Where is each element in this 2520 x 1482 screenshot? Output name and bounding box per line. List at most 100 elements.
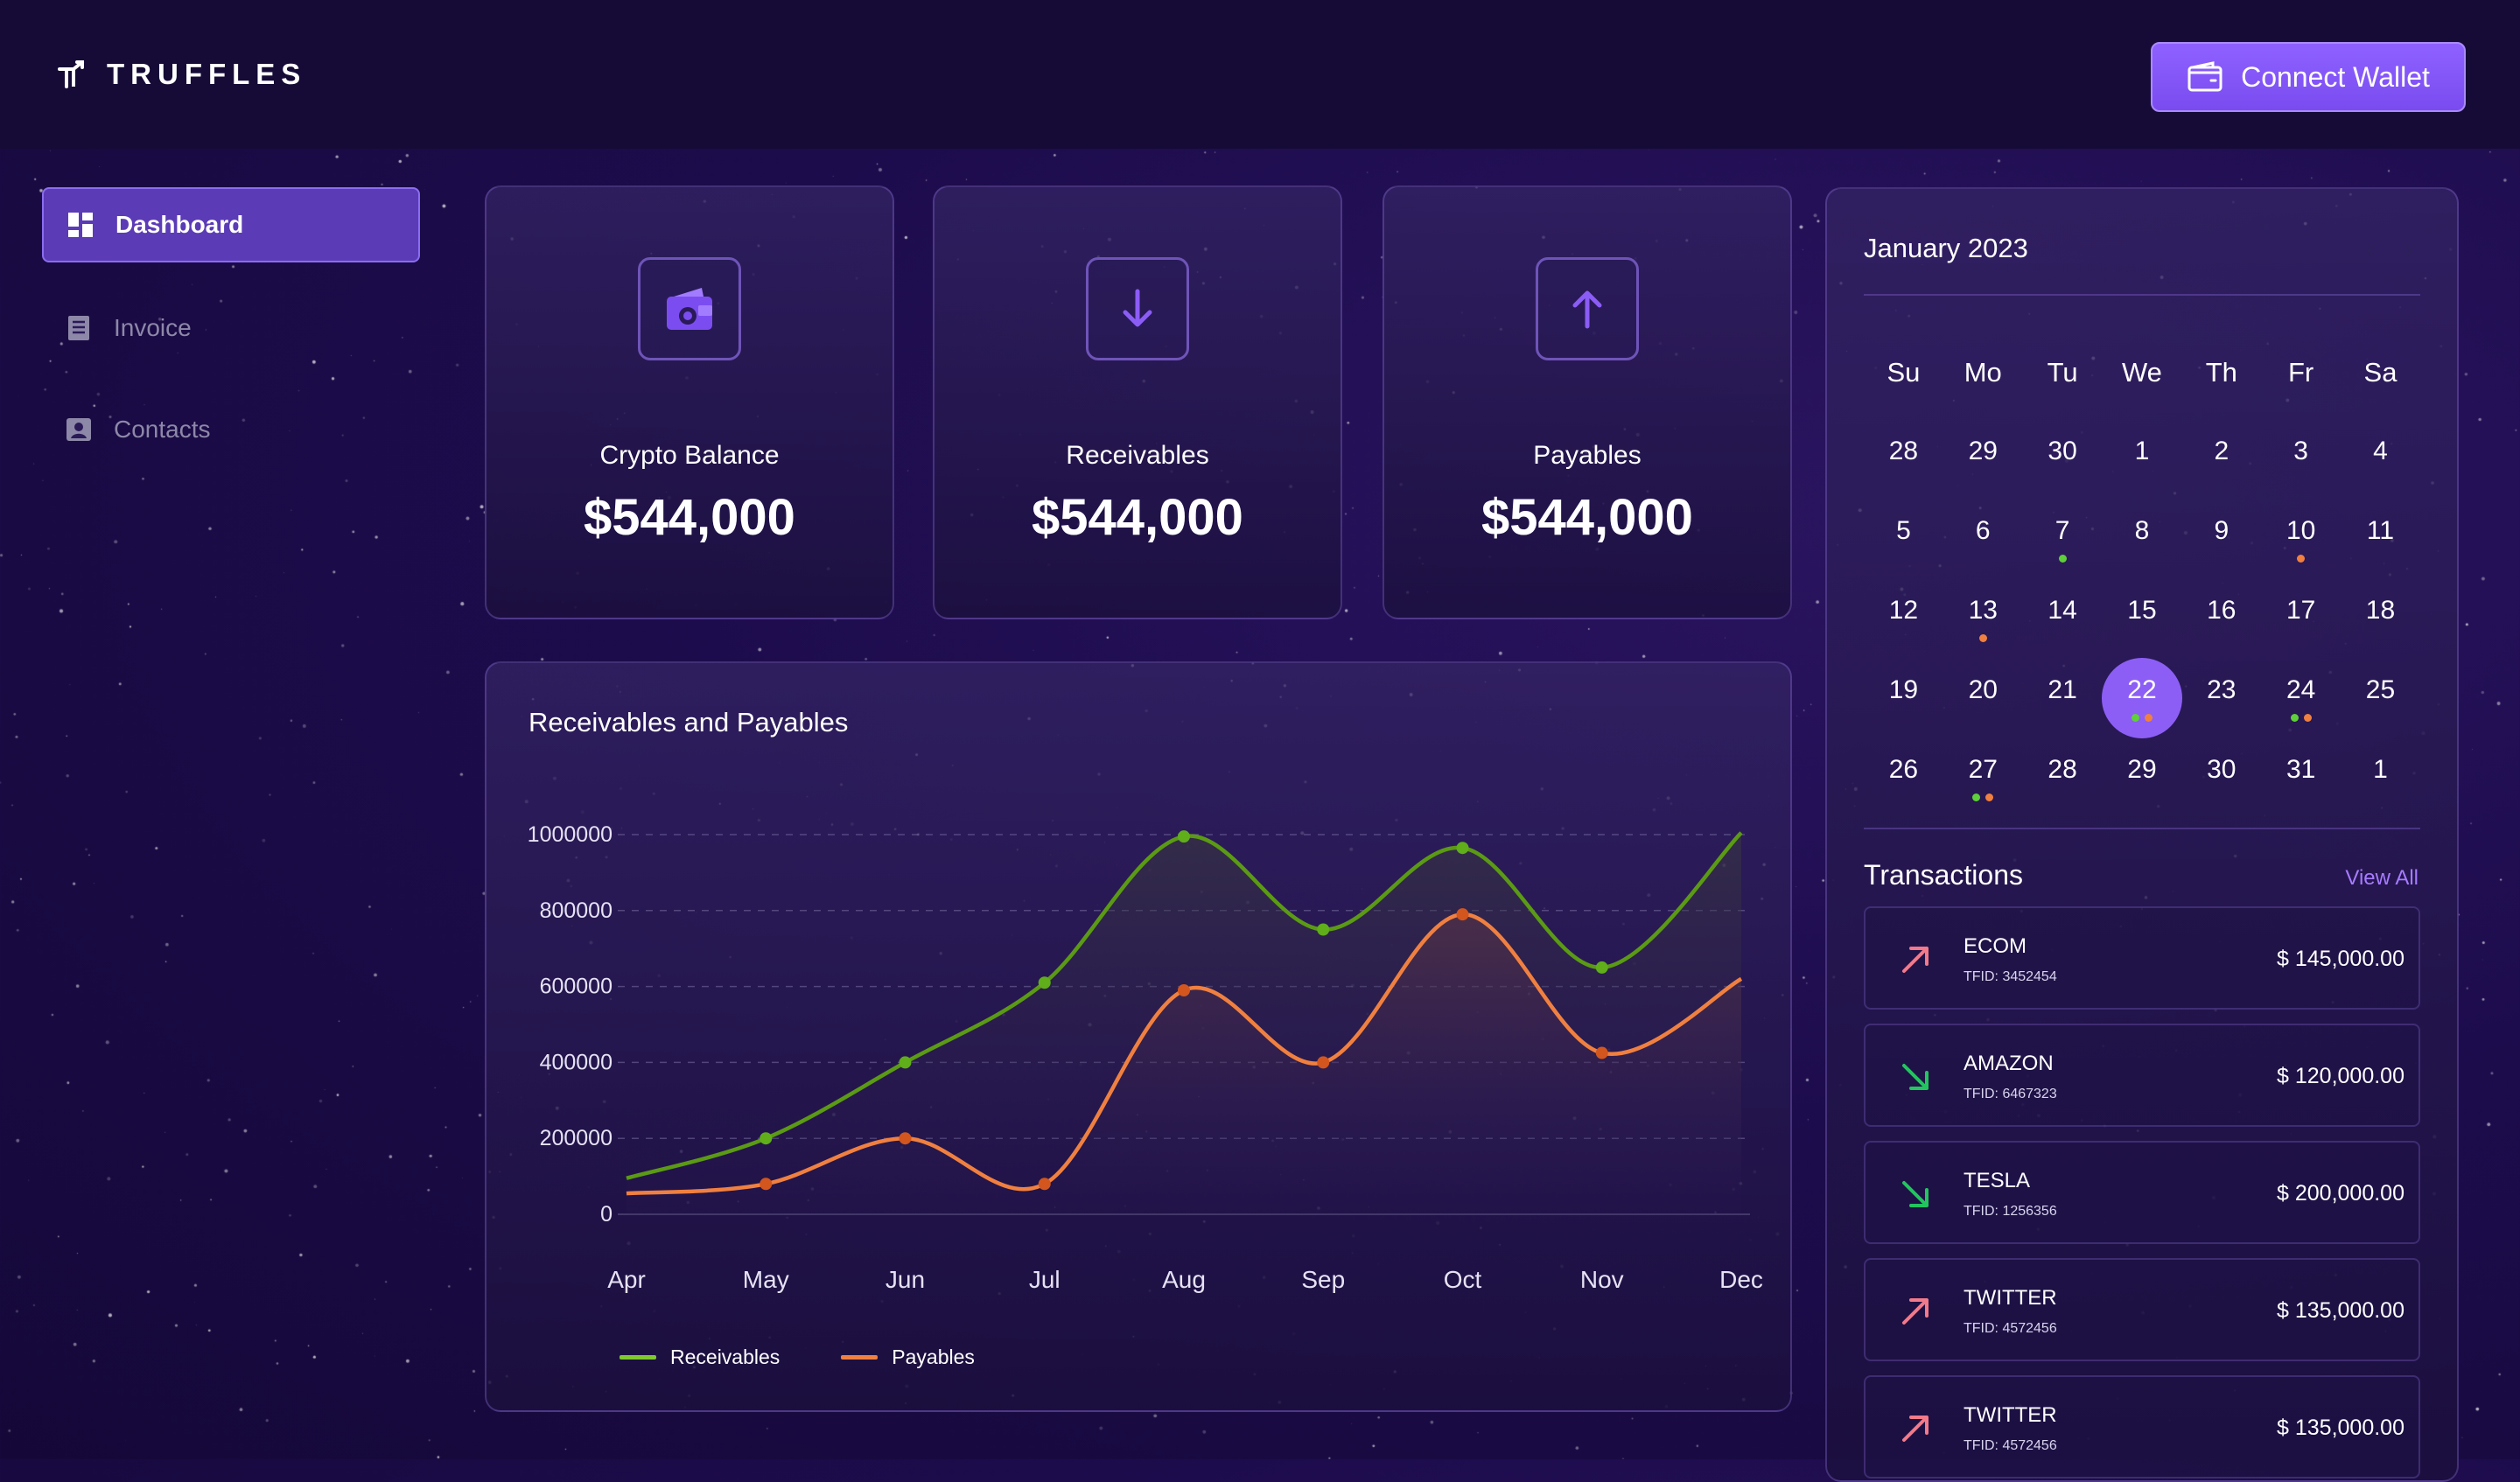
weekday-label: Tu xyxy=(2047,357,2078,388)
calendar-day[interactable]: 30 xyxy=(2023,426,2103,506)
day-number: 7 xyxy=(2054,516,2070,545)
calendar-day[interactable]: 4 xyxy=(2341,426,2420,506)
stat-label: Crypto Balance xyxy=(599,441,780,470)
transaction-item[interactable]: AMAZON TFID: 6467323 $ 120,000.00 xyxy=(1864,1024,2420,1127)
x-tick-label: Sep xyxy=(1301,1266,1345,1293)
stat-card-receivables: Receivables $544,000 xyxy=(933,185,1342,619)
day-number: 21 xyxy=(2048,675,2077,704)
calendar-day[interactable]: 28 xyxy=(2023,744,2103,824)
transaction-id: TFID: 4572456 xyxy=(1964,1321,2057,1336)
day-number: 22 xyxy=(2127,675,2157,704)
calendar-day[interactable]: 8 xyxy=(2103,506,2182,585)
app-name: TRUFFLES xyxy=(107,58,307,90)
data-point xyxy=(899,1132,912,1145)
calendar-day[interactable]: 9 xyxy=(2181,506,2261,585)
connect-wallet-label: Connect Wallet xyxy=(2241,60,2430,93)
calendar-day[interactable]: 18 xyxy=(2341,585,2420,665)
event-dot xyxy=(2131,714,2139,722)
chart-title: Receivables and Payables xyxy=(528,707,849,738)
calendar-day[interactable]: 14 xyxy=(2023,585,2103,665)
data-point xyxy=(1456,908,1469,921)
calendar-day[interactable]: 25 xyxy=(2341,665,2420,744)
calendar-title: January 2023 xyxy=(1864,233,2028,263)
calendar-day[interactable]: 11 xyxy=(2341,506,2420,585)
calendar-day[interactable]: 12 xyxy=(1864,585,1943,665)
transaction-item[interactable]: ECOM TFID: 3452454 $ 145,000.00 xyxy=(1864,906,2420,1010)
day-number: 6 xyxy=(1975,516,1991,545)
sidebar-item-invoice[interactable]: Invoice xyxy=(42,290,420,366)
calendar-day[interactable]: 28 xyxy=(1864,426,1943,506)
calendar-day[interactable]: 1 xyxy=(2103,426,2182,506)
day-number: 19 xyxy=(1888,675,1919,704)
stat-icon-box xyxy=(1086,257,1189,360)
day-number: 8 xyxy=(2134,516,2150,545)
day-number: 31 xyxy=(2286,755,2316,784)
day-number: 4 xyxy=(2373,437,2388,465)
calendar-day[interactable]: 29 xyxy=(2103,744,2182,824)
receivables-payables-chart: 1000000 800000 600000 400000 200000 0 Apr May Ju… xyxy=(528,822,1763,1293)
calendar-day[interactable]: 16 xyxy=(2181,585,2261,665)
transaction-item[interactable]: TWITTER TFID: 4572456 $ 135,000.00 xyxy=(1864,1375,2420,1479)
calendar-day[interactable]: 3 xyxy=(2261,426,2341,506)
calendar-week-row: 5 6 7 8 9 10 11 xyxy=(1864,506,2420,585)
calendar-day[interactable]: 19 xyxy=(1864,665,1943,744)
data-point xyxy=(1178,983,1190,996)
calendar-day-selected[interactable]: 22 xyxy=(2101,658,2182,744)
divider xyxy=(1864,294,2420,296)
calendar-day[interactable]: 24 xyxy=(2261,665,2341,744)
event-dots xyxy=(1943,634,2023,642)
transaction-item[interactable]: TESLA TFID: 1256356 $ 200,000.00 xyxy=(1864,1141,2420,1244)
calendar-day[interactable]: 26 xyxy=(1864,744,1943,824)
sidebar-item-dashboard[interactable]: Dashboard xyxy=(42,187,420,262)
day-number: 17 xyxy=(2286,596,2316,625)
calendar-day[interactable]: 15 xyxy=(2103,585,2182,665)
calendar-day[interactable]: 7 xyxy=(2023,506,2103,585)
calendar-day[interactable]: 27 xyxy=(1943,744,2023,824)
day-number: 25 xyxy=(2365,675,2396,704)
chevron-left-icon[interactable]: ‹ xyxy=(2366,234,2375,263)
x-tick-label: Apr xyxy=(607,1266,646,1293)
calendar-day[interactable]: 2 xyxy=(2181,426,2261,506)
sidebar-item-label: Dashboard xyxy=(116,211,244,238)
calendar-week-row: 28 29 30 1 2 3 4 xyxy=(1864,426,2420,506)
x-tick-label: Aug xyxy=(1162,1266,1206,1293)
sidebar-item-label: Invoice xyxy=(114,314,192,341)
calendar-day[interactable]: 17 xyxy=(2261,585,2341,665)
calendar-day[interactable]: 31 xyxy=(2261,744,2341,824)
stat-icon-box xyxy=(1536,257,1639,360)
series-line-receivables xyxy=(626,831,1743,1180)
chevron-right-icon[interactable]: › xyxy=(2404,234,2413,263)
y-tick-label: 200000 xyxy=(540,1126,612,1150)
day-number: 5 xyxy=(1896,516,1911,545)
data-point xyxy=(1038,976,1051,989)
calendar-day[interactable]: 30 xyxy=(2181,744,2261,824)
calendar-day[interactable]: 5 xyxy=(1864,506,1943,585)
calendar-day[interactable]: 13 xyxy=(1943,585,2023,665)
event-dots xyxy=(2261,555,2341,563)
calendar-day[interactable]: 21 xyxy=(2023,665,2103,744)
calendar-day[interactable]: 10 xyxy=(2261,506,2341,585)
divider xyxy=(1864,828,2420,829)
transaction-id: TFID: 6467323 xyxy=(1964,1087,2057,1101)
transaction-name: ECOM xyxy=(1964,934,2026,958)
transactions-title: Transactions xyxy=(1864,859,2023,891)
calendar-day[interactable]: 1 xyxy=(2341,744,2420,824)
calendar-day[interactable]: 23 xyxy=(2181,665,2261,744)
calendar-day[interactable]: 6 xyxy=(1943,506,2023,585)
wallet-icon xyxy=(2188,61,2222,92)
stat-value: $544,000 xyxy=(584,489,795,546)
x-tick-label: Jul xyxy=(1029,1266,1060,1293)
day-number: 24 xyxy=(2286,675,2316,704)
day-number: 12 xyxy=(1888,596,1919,625)
transaction-item[interactable]: TWITTER TFID: 4572456 $ 135,000.00 xyxy=(1864,1258,2420,1361)
sidebar-item-contacts[interactable]: Contacts xyxy=(42,392,420,467)
calendar-day[interactable]: 20 xyxy=(1943,665,2023,744)
view-all-link[interactable]: View All xyxy=(2345,866,2418,890)
arrow-down-right-icon xyxy=(1902,1181,1928,1207)
top-header: TRUFFLES Connect Wallet xyxy=(0,0,2520,149)
connect-wallet-button[interactable]: Connect Wallet xyxy=(2151,42,2466,112)
calendar-day[interactable]: 29 xyxy=(1943,426,2023,506)
app-logo[interactable]: TRUFFLES xyxy=(56,58,306,91)
day-number: 26 xyxy=(1888,755,1919,784)
x-tick-label: Dec xyxy=(1719,1266,1763,1293)
